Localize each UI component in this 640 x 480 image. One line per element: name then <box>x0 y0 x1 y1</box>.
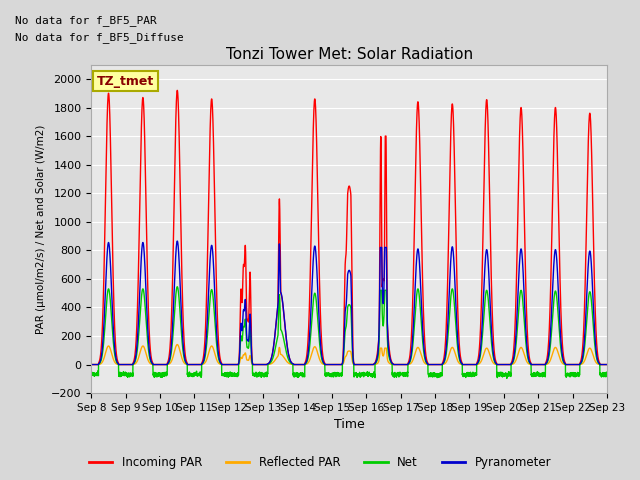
Text: No data for f_BF5_PAR: No data for f_BF5_PAR <box>15 15 157 26</box>
X-axis label: Time: Time <box>334 419 365 432</box>
Text: No data for f_BF5_Diffuse: No data for f_BF5_Diffuse <box>15 32 184 43</box>
Legend: Incoming PAR, Reflected PAR, Net, Pyranometer: Incoming PAR, Reflected PAR, Net, Pyrano… <box>84 452 556 474</box>
Title: Tonzi Tower Met: Solar Radiation: Tonzi Tower Met: Solar Radiation <box>226 47 473 62</box>
Y-axis label: PAR (μmol/m2/s) / Net and Solar (W/m2): PAR (μmol/m2/s) / Net and Solar (W/m2) <box>36 124 45 334</box>
Text: TZ_tmet: TZ_tmet <box>97 74 154 87</box>
